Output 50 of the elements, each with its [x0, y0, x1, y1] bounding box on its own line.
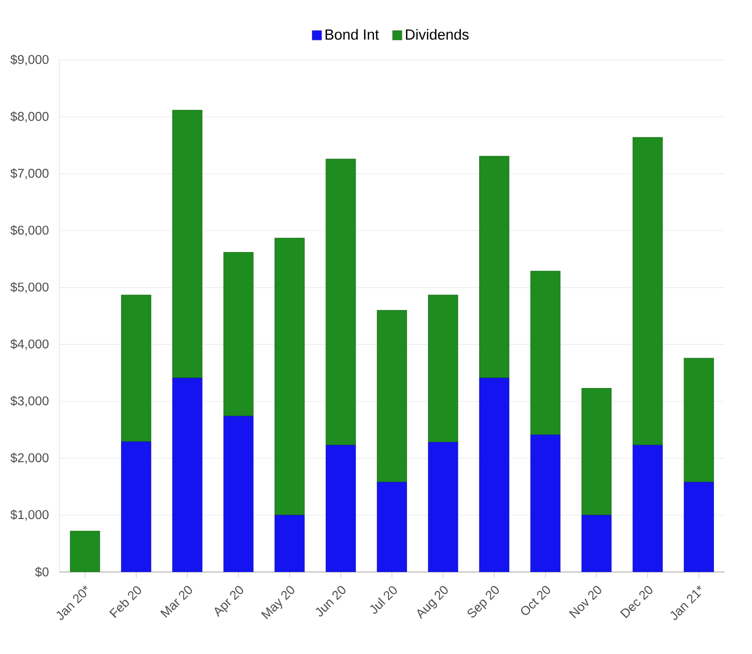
bar [70, 530, 100, 572]
x-tick-label: Feb 20 [109, 586, 142, 618]
bar [223, 416, 254, 572]
x-tick-label: Mar 20 [160, 586, 192, 618]
bar [223, 252, 254, 416]
y-tick-label: $1,000 [10, 510, 49, 521]
bar [172, 110, 202, 378]
bar [274, 238, 305, 516]
bar [376, 482, 407, 572]
bar [530, 434, 560, 572]
bar [326, 158, 356, 446]
bar [632, 137, 663, 446]
bar [582, 388, 612, 516]
bar [121, 294, 152, 442]
bar [172, 378, 202, 572]
x-tick-label: Aug 20 [417, 586, 448, 619]
x-tick-label: Jan 21* [670, 586, 702, 620]
y-tick-label: $5,000 [10, 282, 49, 294]
y-tick-label: $4,000 [10, 338, 49, 350]
x-tick-label: Jun 20 [316, 586, 346, 616]
y-tick-label: $8,000 [10, 111, 49, 122]
x-tick-label: May 20 [261, 586, 294, 620]
bar [684, 358, 714, 482]
x-tick-label: Jul 20 [370, 586, 397, 614]
x-tick-label: Oct 20 [521, 586, 550, 615]
y-tick-label: $9,000 [10, 54, 49, 66]
y-tick-label: $0 [35, 566, 49, 578]
bar [632, 444, 663, 572]
bar [479, 156, 510, 378]
x-tick-label: Jan 20* [56, 586, 88, 620]
bar [479, 378, 510, 572]
y-tick-label: $6,000 [10, 225, 49, 236]
legend-label: Bond Int [326, 28, 379, 40]
x-tick-label: Dec 20 [620, 586, 652, 618]
bar [428, 442, 458, 572]
bar [530, 270, 560, 436]
bar [376, 310, 407, 482]
bar [428, 294, 458, 442]
bar [582, 514, 612, 572]
y-tick-label: $2,000 [10, 452, 49, 464]
legend-label: Dividends [406, 28, 469, 40]
bar [326, 444, 356, 572]
bar [684, 482, 714, 572]
bar [274, 514, 305, 572]
y-tick-label: $7,000 [10, 168, 49, 180]
bar [121, 442, 152, 572]
x-tick-label: Apr 20 [214, 586, 244, 617]
x-tick-label: Sep 20 [468, 586, 499, 618]
x-tick-label: Nov 20 [568, 586, 602, 618]
y-tick-label: $3,000 [10, 396, 49, 407]
